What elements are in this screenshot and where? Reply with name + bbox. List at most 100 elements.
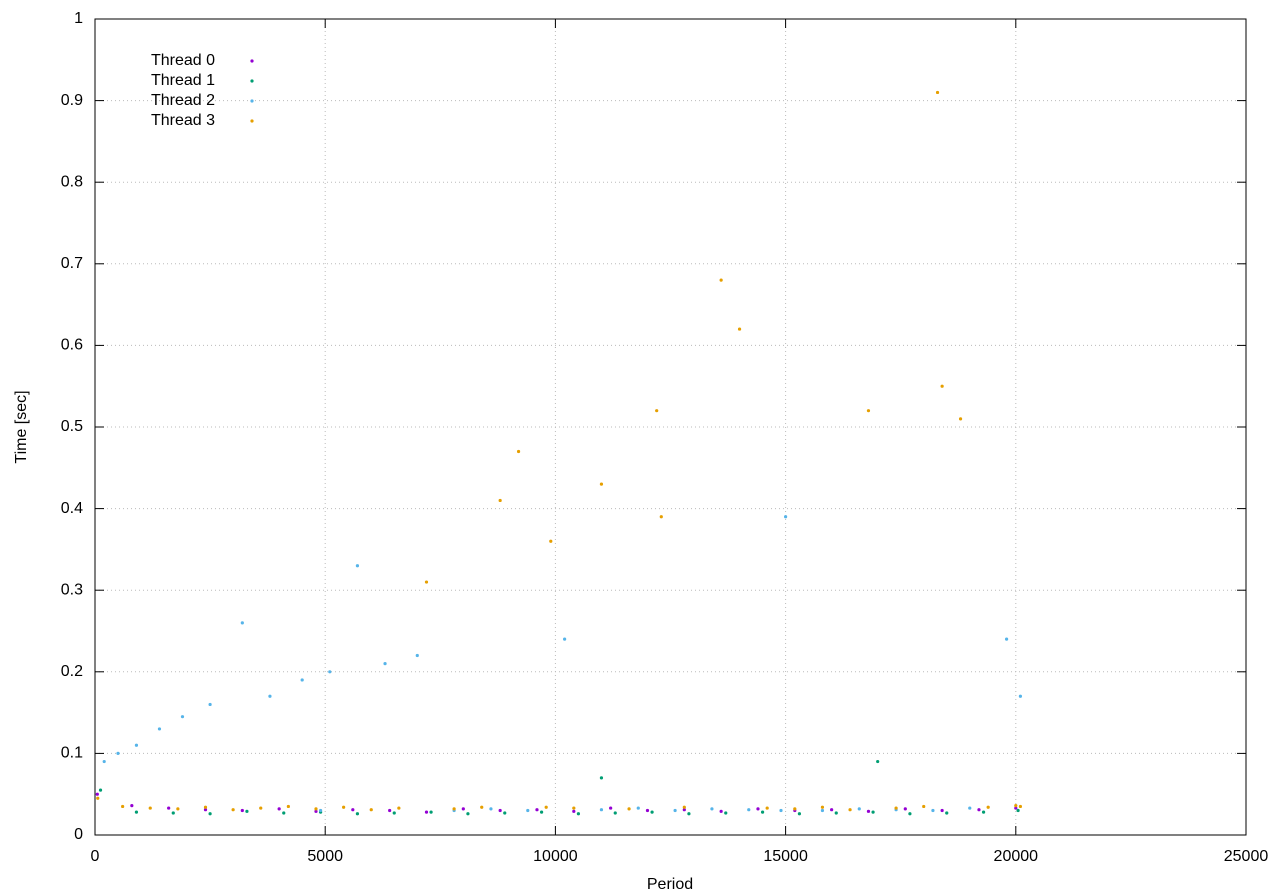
point bbox=[968, 806, 972, 810]
point bbox=[231, 808, 235, 812]
legend-marker bbox=[250, 59, 254, 63]
x-tick-label: 0 bbox=[91, 848, 100, 865]
legend-label: Thread 2 bbox=[151, 92, 215, 109]
point bbox=[355, 564, 360, 568]
point bbox=[820, 805, 825, 809]
point bbox=[300, 678, 304, 682]
point bbox=[572, 806, 576, 810]
point bbox=[121, 804, 125, 809]
point bbox=[613, 811, 617, 815]
point bbox=[116, 751, 120, 756]
point bbox=[180, 715, 185, 719]
point bbox=[286, 804, 290, 809]
point bbox=[627, 807, 631, 811]
point bbox=[452, 807, 456, 811]
point bbox=[760, 810, 765, 814]
point bbox=[245, 809, 249, 813]
point bbox=[599, 482, 604, 486]
point bbox=[98, 788, 103, 792]
point bbox=[682, 808, 686, 812]
point bbox=[719, 278, 723, 282]
point bbox=[1004, 637, 1009, 641]
y-tick-label: 0.4 bbox=[61, 500, 83, 517]
x-tick-label: 20000 bbox=[994, 848, 1039, 865]
y-tick-label: 0.2 bbox=[61, 663, 83, 680]
point bbox=[719, 809, 723, 813]
point bbox=[903, 807, 907, 811]
point bbox=[282, 811, 286, 815]
point bbox=[208, 702, 212, 707]
legend-label: Thread 3 bbox=[151, 112, 215, 129]
point bbox=[240, 808, 244, 813]
point bbox=[820, 808, 825, 813]
legend-label: Thread 1 bbox=[151, 72, 215, 89]
point bbox=[355, 812, 360, 816]
x-tick-label: 10000 bbox=[533, 848, 578, 865]
point bbox=[208, 812, 212, 816]
point bbox=[945, 811, 949, 815]
point bbox=[429, 810, 433, 814]
point bbox=[659, 515, 663, 519]
point bbox=[535, 808, 539, 812]
point bbox=[830, 808, 834, 812]
x-tick-label: 5000 bbox=[307, 848, 343, 865]
y-axis-label: Time [sec] bbox=[13, 390, 30, 463]
plot-frame bbox=[94, 18, 1247, 836]
y-tick-label: 0.5 bbox=[61, 418, 83, 435]
point bbox=[765, 806, 769, 810]
x-axis-label: Period bbox=[647, 876, 693, 893]
legend-marker bbox=[250, 99, 254, 103]
point bbox=[171, 811, 175, 815]
point bbox=[866, 809, 871, 813]
point bbox=[498, 808, 502, 813]
y-tick-label: 0.1 bbox=[61, 745, 83, 762]
point bbox=[687, 812, 691, 816]
point bbox=[148, 806, 152, 810]
point bbox=[466, 812, 470, 816]
x-tick-label: 25000 bbox=[1224, 848, 1269, 865]
point bbox=[599, 808, 604, 812]
point bbox=[369, 808, 373, 812]
point bbox=[1018, 804, 1023, 809]
point bbox=[779, 808, 783, 813]
point bbox=[130, 804, 134, 808]
point bbox=[908, 812, 912, 816]
point bbox=[461, 807, 465, 811]
point bbox=[134, 743, 139, 747]
point bbox=[415, 653, 419, 658]
y-tick-label: 0.8 bbox=[61, 173, 83, 190]
point bbox=[424, 810, 429, 814]
point bbox=[392, 811, 396, 815]
point bbox=[931, 808, 935, 813]
point bbox=[314, 807, 318, 811]
point bbox=[397, 806, 401, 810]
point bbox=[797, 812, 802, 816]
point bbox=[102, 759, 106, 764]
point bbox=[203, 805, 208, 809]
point bbox=[498, 498, 502, 503]
point bbox=[876, 759, 880, 764]
point bbox=[240, 621, 244, 625]
point bbox=[134, 810, 139, 814]
point bbox=[176, 807, 180, 811]
point bbox=[489, 807, 493, 811]
point bbox=[848, 808, 852, 812]
point bbox=[981, 810, 986, 814]
point bbox=[940, 808, 944, 813]
y-tick-label: 0.7 bbox=[61, 255, 83, 272]
point bbox=[922, 804, 926, 809]
legend-label: Thread 0 bbox=[151, 52, 215, 69]
point bbox=[834, 811, 838, 815]
legend-marker bbox=[250, 119, 254, 123]
point bbox=[645, 808, 650, 813]
point bbox=[572, 809, 576, 813]
point bbox=[1018, 694, 1023, 698]
point bbox=[636, 806, 640, 810]
point bbox=[328, 670, 332, 674]
point bbox=[576, 812, 581, 816]
point bbox=[894, 806, 898, 810]
point bbox=[655, 409, 659, 413]
point bbox=[599, 776, 604, 780]
